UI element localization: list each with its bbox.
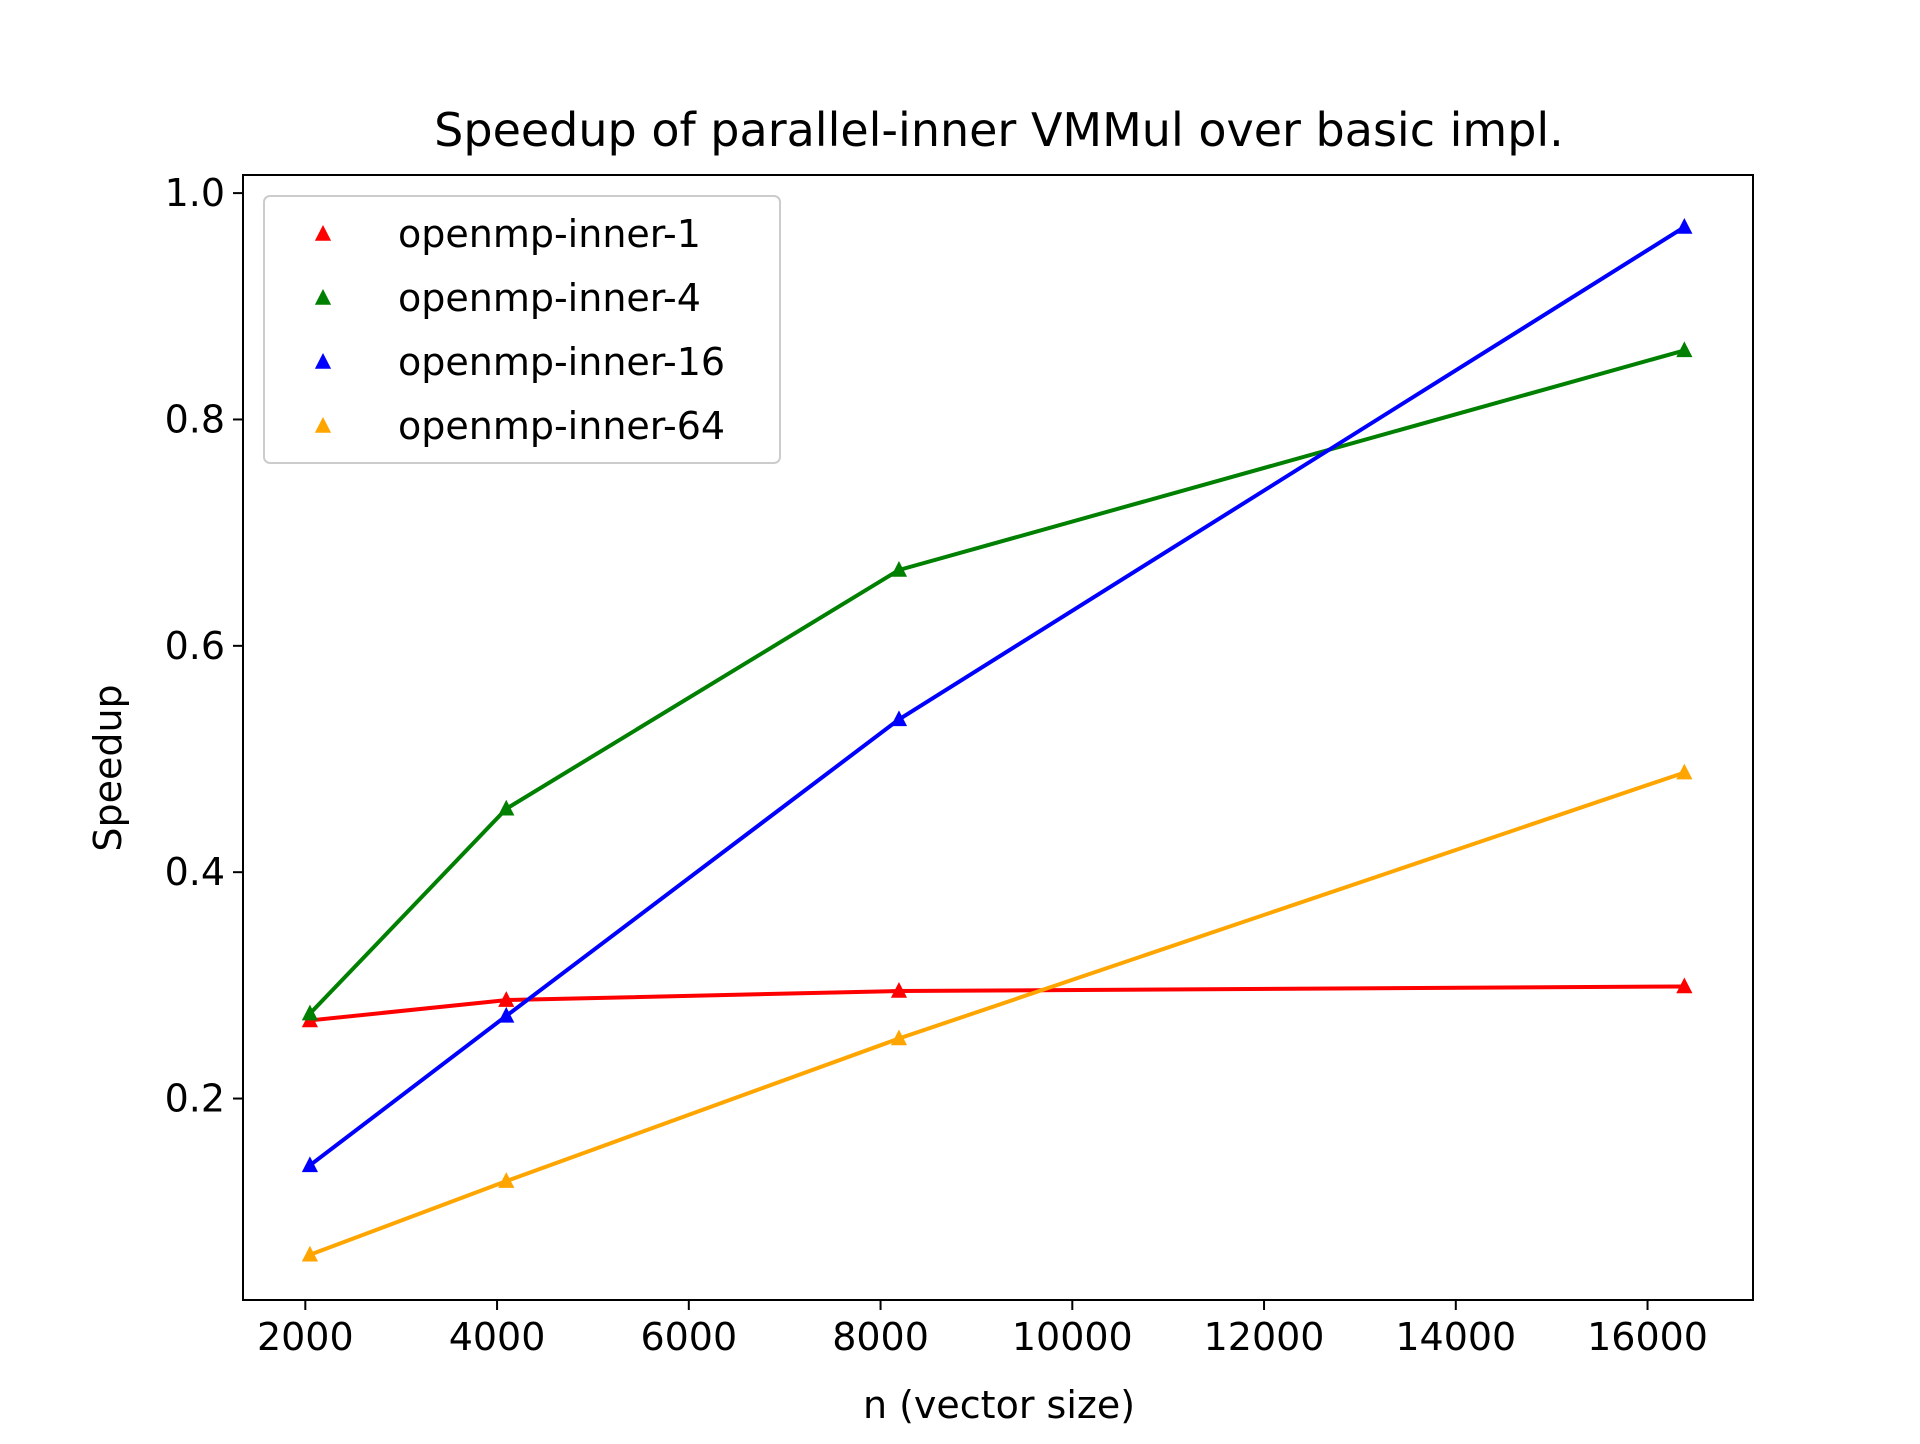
data-point-marker — [890, 560, 908, 577]
legend-label: openmp-inner-16 — [398, 340, 725, 384]
legend-label: openmp-inner-1 — [398, 212, 701, 256]
y-axis-label: Speedup — [86, 684, 130, 851]
x-axis-label: n (vector size) — [863, 1383, 1135, 1427]
legend-label: openmp-inner-64 — [398, 404, 725, 448]
data-point-marker — [301, 1245, 319, 1262]
data-point-marker — [1676, 341, 1693, 358]
y-tick-label: 0.6 — [165, 624, 225, 668]
x-tick-label: 8000 — [832, 1315, 929, 1359]
y-tick-label: 0.8 — [165, 397, 225, 441]
legend-marker — [314, 289, 332, 305]
data-point-marker — [890, 710, 908, 727]
legend-box — [263, 195, 781, 464]
legend-label: openmp-inner-4 — [398, 276, 701, 320]
series-line — [309, 984, 1685, 1023]
legend-marker — [314, 225, 332, 241]
legend-item: openmp-inner-1 — [314, 212, 701, 256]
series-line — [308, 348, 1685, 1016]
data-point-marker — [498, 1006, 515, 1023]
data-point-marker — [301, 1156, 319, 1173]
legend-item: openmp-inner-16 — [314, 340, 725, 384]
series-line — [308, 225, 1686, 1167]
chart-title: Speedup of parallel-inner VMMul over bas… — [434, 103, 1564, 157]
data-point-marker — [498, 799, 515, 816]
data-point-marker — [1676, 977, 1693, 994]
data-point-marker — [1676, 218, 1693, 234]
series-openmp-inner-64 — [301, 763, 1693, 1262]
legend: openmp-inner-1 openmp-inner-4 openmp-inner… — [263, 195, 781, 464]
data-point-marker — [890, 982, 908, 998]
x-tick-label: 6000 — [640, 1315, 737, 1359]
plot-area-frame — [242, 174, 1754, 1301]
data-point-marker — [498, 991, 515, 1007]
series-openmp-inner-4 — [301, 341, 1693, 1021]
x-tick-label: 14000 — [1395, 1315, 1516, 1359]
x-tick-label: 12000 — [1204, 1315, 1325, 1359]
data-point-marker — [1676, 763, 1693, 780]
x-tick-label: 4000 — [449, 1315, 546, 1359]
x-tick-label: 10000 — [1012, 1315, 1133, 1359]
legend-marker — [314, 417, 332, 433]
legend-marker — [314, 353, 332, 369]
data-point-marker — [301, 1004, 319, 1021]
legend-item: openmp-inner-4 — [314, 276, 701, 320]
y-axis-ticks: 0.2 0.4 0.6 0.8 1.0 — [165, 171, 243, 1121]
data-point-marker — [890, 1029, 908, 1046]
x-tick-label: 16000 — [1587, 1315, 1708, 1359]
x-axis-ticks: 2000 4000 6000 8000 10000 12000 14000 16000 — [257, 1300, 1708, 1359]
y-tick-label: 0.2 — [165, 1077, 225, 1121]
series-layer — [301, 218, 1693, 1262]
series-openmp-inner-16 — [301, 218, 1693, 1173]
x-tick-label: 2000 — [257, 1315, 354, 1359]
y-tick-label: 0.4 — [165, 850, 225, 894]
legend-item: openmp-inner-64 — [314, 404, 725, 448]
data-point-marker — [498, 1172, 515, 1188]
legend-items: openmp-inner-1 openmp-inner-4 openmp-inner… — [314, 212, 725, 448]
y-tick-label: 1.0 — [165, 171, 225, 215]
series-line — [309, 770, 1685, 1257]
